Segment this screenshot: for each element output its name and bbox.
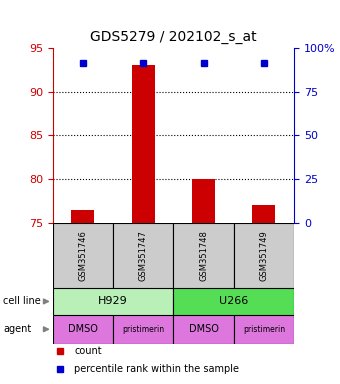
Text: agent: agent (3, 324, 32, 334)
Text: GSM351749: GSM351749 (259, 230, 268, 281)
Bar (71, 210, 94, 223)
Text: H929: H929 (98, 296, 128, 306)
Bar (53, 223, 113, 288)
Bar (132, 65, 155, 223)
Text: pristimerin: pristimerin (243, 325, 285, 334)
Text: count: count (74, 346, 102, 356)
Text: U266: U266 (219, 296, 249, 306)
Bar (173, 223, 234, 288)
Bar (113, 223, 173, 288)
Bar (234, 315, 294, 344)
Bar (173, 288, 294, 315)
Bar (234, 223, 294, 288)
Title: GDS5279 / 202102_s_at: GDS5279 / 202102_s_at (90, 30, 257, 44)
Bar (253, 205, 275, 223)
Bar (192, 179, 215, 223)
Text: percentile rank within the sample: percentile rank within the sample (74, 364, 239, 374)
Text: DMSO: DMSO (68, 324, 98, 334)
Text: GSM351746: GSM351746 (79, 230, 87, 281)
Bar (53, 315, 113, 344)
Bar (173, 315, 234, 344)
Bar (53, 288, 173, 315)
Text: GSM351748: GSM351748 (199, 230, 208, 281)
Bar (113, 315, 173, 344)
Text: DMSO: DMSO (189, 324, 219, 334)
Text: pristimerin: pristimerin (122, 325, 164, 334)
Text: cell line: cell line (3, 296, 41, 306)
Text: GSM351747: GSM351747 (139, 230, 148, 281)
